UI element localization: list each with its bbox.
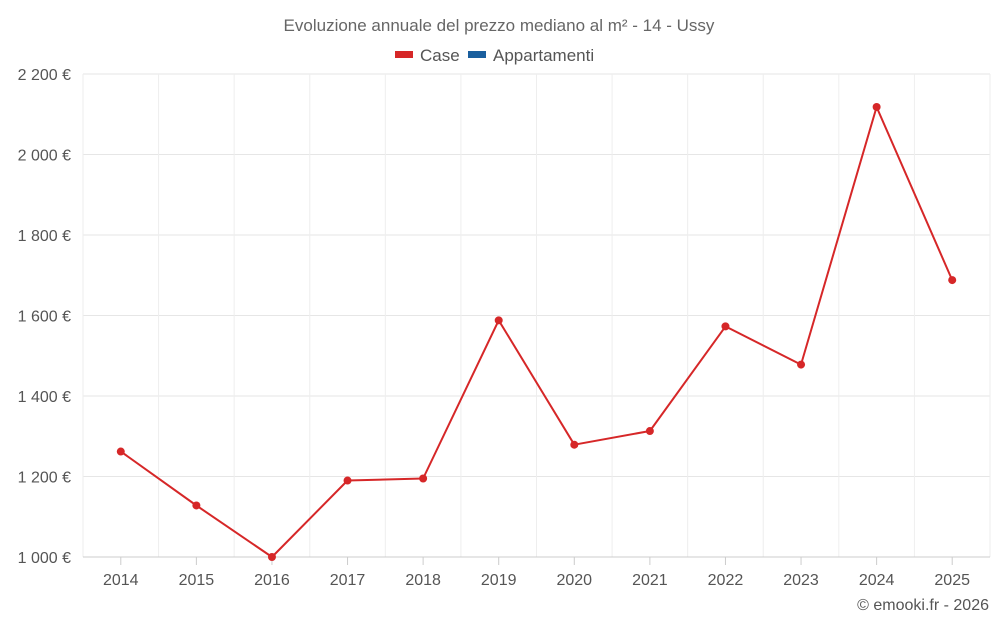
x-tick-label: 2022 [708, 572, 744, 589]
y-tick-label: 1 000 € [18, 550, 71, 567]
data-point-case-2024 [872, 103, 881, 112]
x-tick-label: 2020 [556, 572, 592, 589]
grid [82, 73, 991, 557]
series [116, 103, 957, 561]
series-line-case [120, 106, 954, 558]
credit-text: © emooki.fr - 2026 [857, 597, 989, 614]
chart-title: Evoluzione annuale del prezzo mediano al… [284, 16, 715, 35]
data-point-case-2020 [570, 440, 579, 449]
legend: Case Appartamenti [395, 46, 594, 65]
data-point-case-2018 [419, 474, 428, 483]
legend-item-case[interactable]: Case [395, 46, 460, 65]
x-tick-label: 2025 [934, 572, 970, 589]
legend-swatch-case [395, 51, 413, 58]
data-point-case-2025 [948, 276, 957, 285]
data-point-case-2022 [721, 322, 730, 331]
y-tick-label: 2 200 € [18, 67, 71, 84]
legend-item-appartamenti[interactable]: Appartamenti [468, 46, 594, 65]
data-point-case-2017 [343, 476, 352, 485]
x-tick-label: 2014 [103, 572, 139, 589]
x-tick-label: 2015 [179, 572, 215, 589]
y-tick-label: 1 400 € [18, 389, 71, 406]
legend-swatch-appartamenti [468, 51, 486, 58]
y-tick-label: 1 200 € [18, 470, 71, 487]
x-tick-label: 2016 [254, 572, 290, 589]
x-tick-label: 2019 [481, 572, 517, 589]
data-point-case-2023 [797, 360, 806, 369]
y-tick-label: 1 800 € [18, 228, 71, 245]
data-point-case-2014 [116, 447, 125, 456]
data-point-case-2019 [494, 316, 503, 325]
x-tick-label: 2024 [859, 572, 895, 589]
data-point-case-2016 [267, 553, 276, 561]
data-point-case-2021 [645, 427, 654, 436]
x-tick-label: 2018 [405, 572, 441, 589]
axes: 1 000 € 1 200 € 1 400 € 1 600 € 1 800 € 2 000… [18, 67, 990, 589]
legend-label-case: Case [420, 46, 460, 65]
x-tick-label: 2023 [783, 572, 819, 589]
y-tick-label: 2 000 € [18, 148, 71, 165]
x-tick-label: 2021 [632, 572, 668, 589]
legend-label-appartamenti: Appartamenti [493, 46, 594, 65]
data-point-case-2015 [192, 501, 201, 510]
y-tick-label: 1 600 € [18, 309, 71, 326]
x-tick-label: 2017 [330, 572, 366, 589]
